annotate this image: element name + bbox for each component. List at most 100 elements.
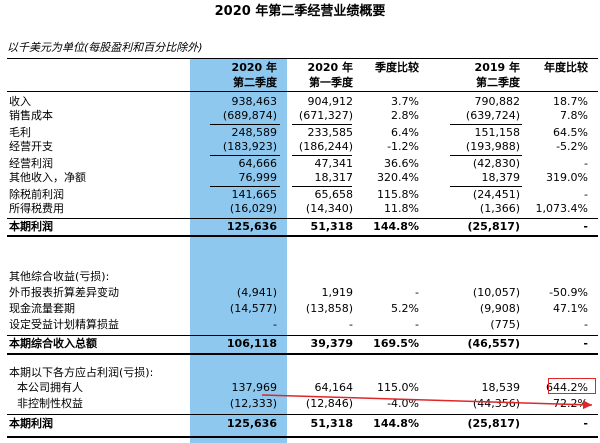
subtotal-rule: [292, 124, 352, 125]
row-label: 销售成本: [9, 109, 53, 122]
header-c2-year: 2020 年: [307, 61, 353, 74]
row-label: 其他综合收益(亏损):: [9, 270, 110, 283]
cell-q2-2019: (25,817): [467, 417, 520, 430]
table-row: 毛利 248,589 233,585 6.4% 151,158 64.5%: [0, 126, 600, 140]
table-row: 经营开支 (183,923) (186,244) -1.2% (193,988)…: [0, 140, 600, 154]
cell-yoy: -5.2%: [556, 140, 588, 153]
table-row: 外币报表折算差异变动 (4,941) 1,919 - (10,057) -50.…: [0, 286, 600, 300]
table-row: 本公司拥有人 137,969 64,164 115.0% 18,539 644.…: [0, 381, 600, 395]
cell-yoy: 64.5%: [553, 126, 588, 139]
table-row: 设定受益计划精算损益 - - - (775) -: [0, 318, 600, 332]
cell-yoy: -: [584, 157, 588, 170]
cell-q2-2019: 18,379: [481, 171, 521, 184]
cell-qoq: 11.8%: [384, 202, 419, 215]
cell-yoy: 319.0%: [546, 171, 588, 184]
header-c1-year: 2020 年: [231, 61, 277, 74]
cell-q2-2020: (12,333): [229, 397, 277, 410]
row-label: 除税前利润: [9, 188, 64, 201]
row-label: 现金流量套期: [9, 302, 75, 315]
cell-q2-2020: (4,941): [236, 286, 277, 299]
cell-q2-2020: 125,636: [226, 220, 277, 233]
cell-qoq: 6.4%: [391, 126, 419, 139]
cell-q1-2020: 18,317: [314, 171, 354, 184]
rule-top: [7, 58, 598, 59]
cell-q2-2019: (193,988): [465, 140, 520, 153]
cell-q2-2020: (689,874): [222, 109, 277, 122]
subtotal-rule: [450, 155, 522, 156]
cell-q2-2019: (9,908): [479, 302, 520, 315]
section-heading: 其他综合收益(亏损):: [0, 270, 600, 284]
table-row-total: 本期综合收入总额 106,118 39,379 169.5% (46,557) …: [0, 337, 600, 351]
cell-q1-2020: -: [349, 318, 353, 331]
cell-yoy: 1,073.4%: [535, 202, 588, 215]
table-row: 所得税费用 (16,029) (14,340) 11.8% (1,366) 1,…: [0, 202, 600, 216]
header-c1-quarter: 第二季度: [233, 76, 277, 89]
cell-qoq: -1.2%: [387, 140, 419, 153]
cell-q2-2019: (10,057): [472, 286, 520, 299]
rule-net-profit-top: [7, 218, 598, 219]
row-label: 设定受益计划精算损益: [9, 318, 119, 331]
cell-q2-2019: 790,882: [474, 95, 521, 108]
cell-q2-2020: 137,969: [231, 381, 278, 394]
header-c4-quarter: 第二季度: [476, 76, 520, 89]
row-label: 收入: [9, 95, 31, 108]
cell-q1-2020: (14,340): [305, 202, 353, 215]
cell-qoq: 36.6%: [384, 157, 419, 170]
header-c2-quarter: 第一季度: [309, 76, 353, 89]
table-row: 销售成本 (689,874) (671,327) 2.8% (639,724) …: [0, 109, 600, 123]
cell-q2-2019: (42,830): [472, 157, 520, 170]
cell-q2-2019: (25,817): [467, 220, 520, 233]
cell-yoy: -: [583, 337, 588, 350]
row-label: 经营利润: [9, 157, 53, 170]
rule-attrib-total-top: [7, 414, 598, 415]
cell-qoq: -: [415, 318, 419, 331]
row-label: 毛利: [9, 126, 31, 139]
cell-qoq: 2.8%: [391, 109, 419, 122]
rule-net-profit-bottom: [7, 235, 598, 237]
cell-yoy: 7.8%: [560, 109, 588, 122]
cell-q2-2020: -: [273, 318, 277, 331]
cell-qoq: 144.8%: [373, 417, 419, 430]
cell-yoy: -: [584, 188, 588, 201]
cell-yoy: -: [583, 220, 588, 233]
cell-q2-2019: (1,366): [479, 202, 520, 215]
subtotal-rule: [292, 186, 352, 187]
cell-q2-2019: (24,451): [472, 188, 520, 201]
cell-q2-2019: 151,158: [474, 126, 521, 139]
cell-q1-2020: 1,919: [321, 286, 354, 299]
cell-q2-2020: 141,665: [231, 188, 278, 201]
highlight-column-q2-2020: [190, 59, 287, 443]
table-row-total: 本期利润 125,636 51,318 144.8% (25,817) -: [0, 220, 600, 234]
cell-yoy: 47.1%: [553, 302, 588, 315]
table-row: 经营利润 64,666 47,341 36.6% (42,830) -: [0, 157, 600, 171]
cell-qoq: 5.2%: [391, 302, 419, 315]
cell-q2-2019: 18,539: [481, 381, 521, 394]
report-title: 2020 年第二季经营业绩概要: [214, 4, 386, 19]
table-row: 非控制性权益 (12,333) (12,846) -4.0% (44,356) …: [0, 397, 600, 411]
cell-q2-2020: 125,636: [226, 417, 277, 430]
row-label: 外币报表折算差异变动: [9, 286, 119, 299]
table-row: 现金流量套期 (14,577) (13,858) 5.2% (9,908) 47…: [0, 302, 600, 316]
cell-q2-2019: (46,557): [467, 337, 520, 350]
cell-yoy: 18.7%: [553, 95, 588, 108]
rule-comprehensive-top: [7, 335, 598, 336]
cell-q2-2020: 938,463: [231, 95, 278, 108]
row-label: 其他收入，净额: [9, 171, 86, 184]
cell-q2-2020: 64,666: [238, 157, 278, 170]
table-row: 除税前利润 141,665 65,658 115.8% (24,451) -: [0, 188, 600, 202]
row-label: 本期利润: [9, 417, 53, 430]
subtotal-rule: [210, 155, 280, 156]
row-label: 经营开支: [9, 140, 53, 153]
row-label: 所得税费用: [9, 202, 64, 215]
cell-qoq: 115.8%: [377, 188, 419, 201]
cell-yoy: 644.2%: [546, 381, 588, 394]
cell-q2-2020: (16,029): [229, 202, 277, 215]
rule-bottom: [7, 436, 598, 438]
highlight-box-annotation: [548, 378, 596, 394]
unit-note: 以千美元为单位(每股盈利和百分比除外): [7, 41, 203, 54]
table-row-total: 本期利润 125,636 51,318 144.8% (25,817) -: [0, 417, 600, 431]
cell-q1-2020: 904,912: [307, 95, 354, 108]
subtotal-rule: [450, 186, 522, 187]
header-c4-year: 2019 年: [474, 61, 520, 74]
cell-qoq: 144.8%: [373, 220, 419, 233]
